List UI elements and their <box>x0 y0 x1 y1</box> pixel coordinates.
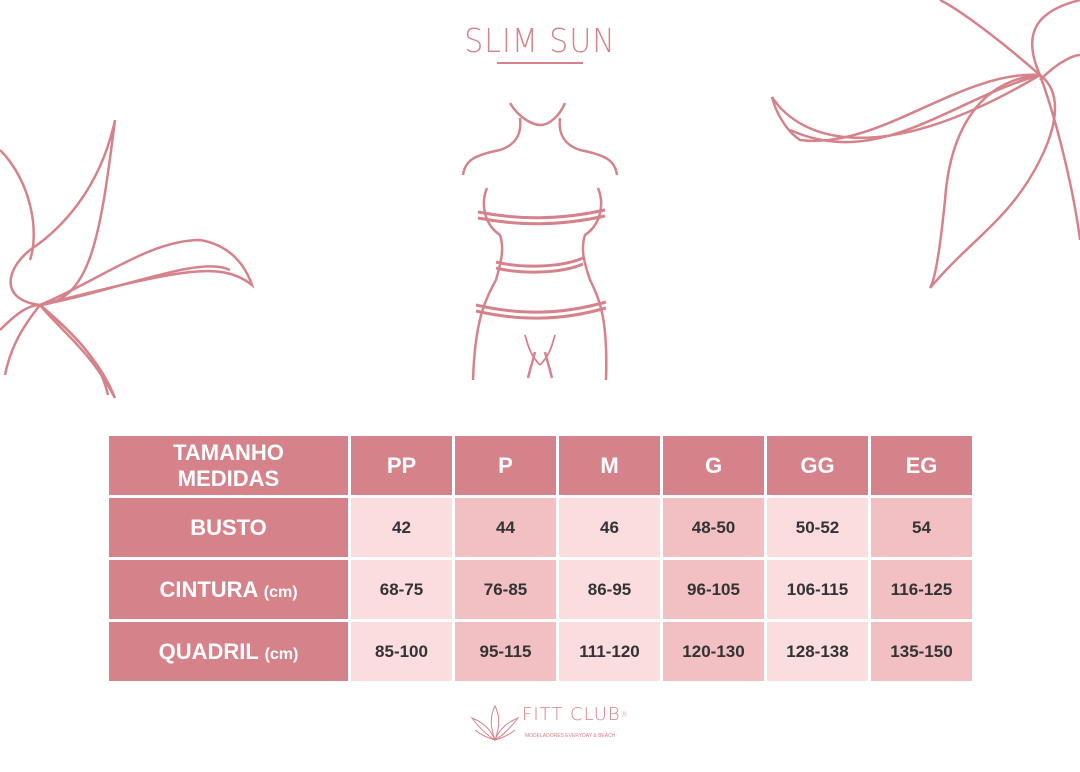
table-header-row: TAMANHO MEDIDAS PP P M G GG EG <box>109 436 972 495</box>
table-cell: 86-95 <box>559 560 660 619</box>
row-label-text: CINTURA <box>159 576 258 602</box>
header-tamanho-medidas: TAMANHO MEDIDAS <box>109 436 348 495</box>
row-label: QUADRIL (cm) <box>109 622 348 681</box>
row-label-text: BUSTO <box>190 514 267 540</box>
table-cell: 42 <box>351 498 452 557</box>
table-cell: 50-52 <box>767 498 868 557</box>
size-header: M <box>559 436 660 495</box>
fitt-club-logo: FITT CLUB® MODELADORES EVERYDAY & BEACH <box>470 704 690 744</box>
brand-underline <box>497 62 583 64</box>
logo-name: FITT CLUB <box>522 704 621 725</box>
brand-title: SLIM SUN <box>464 22 616 61</box>
table-cell: 46 <box>559 498 660 557</box>
size-chart-table: TAMANHO MEDIDAS PP P M G GG EG BUSTO 42 … <box>106 433 975 684</box>
row-unit: (cm) <box>264 645 299 663</box>
table-cell: 68-75 <box>351 560 452 619</box>
table-cell: 116-125 <box>871 560 972 619</box>
table-cell: 111-120 <box>559 622 660 681</box>
lotus-logo-icon <box>470 704 520 742</box>
table-cell: 96-105 <box>663 560 764 619</box>
registered-mark: ® <box>620 711 629 719</box>
logo-tagline: MODELADORES EVERYDAY & BEACH <box>525 733 616 739</box>
table-cell: 76-85 <box>455 560 556 619</box>
size-header: P <box>455 436 556 495</box>
table-row: QUADRIL (cm) 85-100 95-115 111-120 120-1… <box>109 622 972 681</box>
table-cell: 128-138 <box>767 622 868 681</box>
table-cell: 106-115 <box>767 560 868 619</box>
row-unit: (cm) <box>263 583 298 601</box>
table-cell: 48-50 <box>663 498 764 557</box>
size-header: G <box>663 436 764 495</box>
table-cell: 135-150 <box>871 622 972 681</box>
table-row: CINTURA (cm) 68-75 76-85 86-95 96-105 10… <box>109 560 972 619</box>
size-header: EG <box>871 436 972 495</box>
header-line-2: MEDIDAS <box>177 465 280 491</box>
table-cell: 54 <box>871 498 972 557</box>
table-cell: 120-130 <box>663 622 764 681</box>
table-cell: 95-115 <box>455 622 556 681</box>
left-flower-icon <box>0 119 255 399</box>
table-cell: 85-100 <box>351 622 452 681</box>
size-header: PP <box>351 436 452 495</box>
size-header: GG <box>767 436 868 495</box>
row-label: CINTURA (cm) <box>109 560 348 619</box>
right-flower-icon <box>770 0 1080 289</box>
table-row: BUSTO 42 44 46 48-50 50-52 54 <box>109 498 972 557</box>
row-label-text: QUADRIL <box>158 638 259 664</box>
body-silhouette-icon <box>461 102 619 381</box>
row-label: BUSTO <box>109 498 348 557</box>
header-line-1: TAMANHO <box>173 439 284 465</box>
table-cell: 44 <box>455 498 556 557</box>
